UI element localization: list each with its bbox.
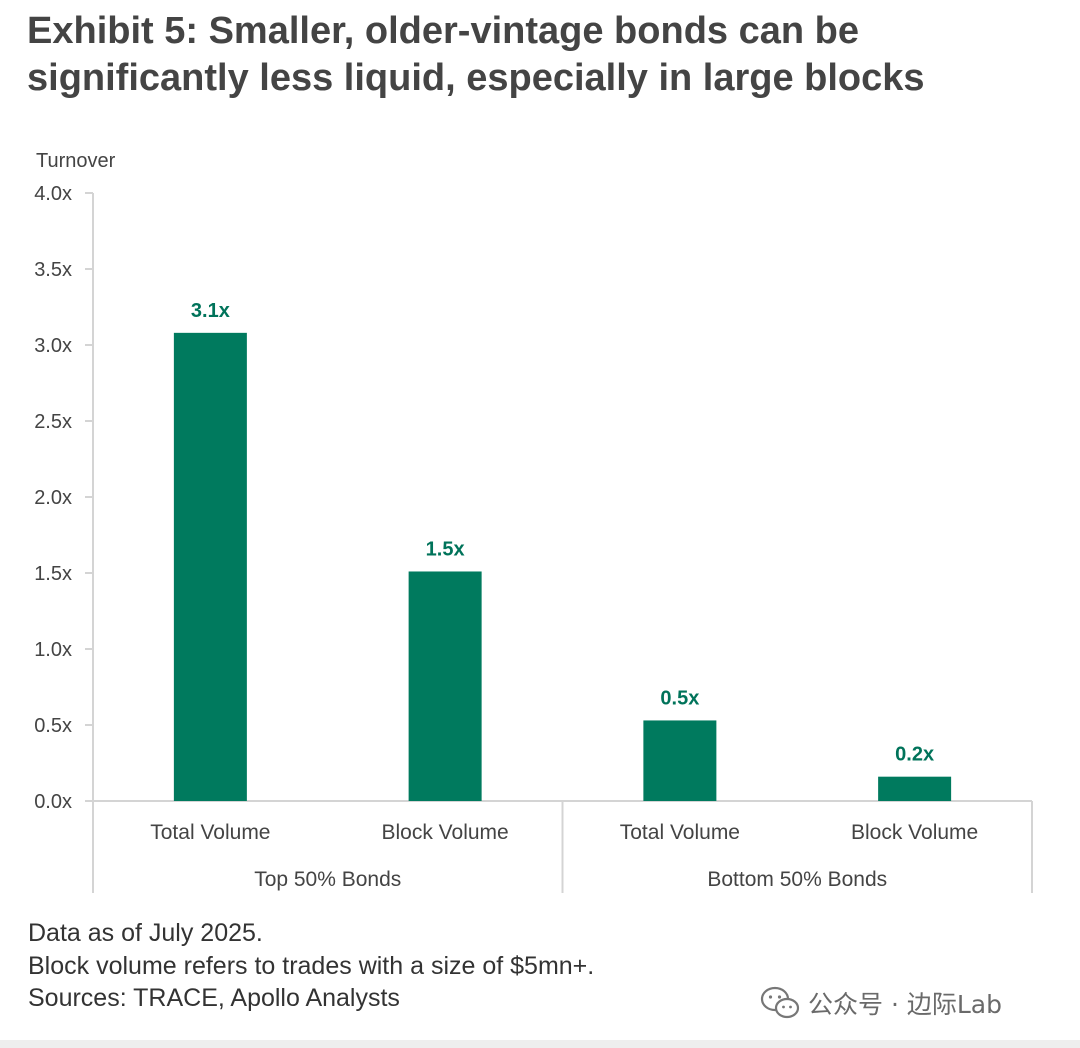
bar xyxy=(643,720,717,801)
y-tick-label: 2.0x xyxy=(34,487,72,509)
chart-title-line-1: Exhibit 5: Smaller, older-vintage bonds … xyxy=(27,10,859,52)
x-group-label: Bottom 50% Bonds xyxy=(707,868,887,891)
wechat-icon xyxy=(760,986,800,1019)
watermark: 公众号 · 边际Lab xyxy=(760,985,1002,1021)
x-category-label: Block Volume xyxy=(851,821,978,844)
y-tick-label: 0.5x xyxy=(34,715,72,737)
footnotes: Data as of July 2025. Block volume refer… xyxy=(28,917,594,1015)
bar xyxy=(878,776,952,801)
bar-value-label: 1.5x xyxy=(426,538,465,560)
x-category-label: Total Volume xyxy=(150,821,270,844)
x-group-label: Top 50% Bonds xyxy=(254,868,401,891)
bar xyxy=(408,571,482,801)
chart-title-line-2: significantly less liquid, especially in… xyxy=(27,57,925,99)
y-tick-label: 0.0x xyxy=(34,791,72,813)
chart-title: Exhibit 5: Smaller, older-vintage bonds … xyxy=(27,8,1067,102)
y-axis-label: Turnover xyxy=(36,150,116,172)
y-tick-label: 3.0x xyxy=(34,335,72,357)
note-data-date: Data as of July 2025. xyxy=(28,919,263,947)
y-tick-label: 1.5x xyxy=(34,563,72,585)
bar-value-label: 0.2x xyxy=(895,744,934,766)
y-tick-label: 4.0x xyxy=(34,183,72,205)
y-tick-label: 2.5x xyxy=(34,411,72,433)
note-sources: Sources: TRACE, Apollo Analysts xyxy=(28,984,400,1012)
bar-chart: Turnover 0.0x 0.5x 1.0x 1.5x 2.0x 2.5x 3.0x 3.5… xyxy=(34,150,1033,893)
plot-area: 0.0x 0.5x 1.0x 1.5x 2.0x 2.5x 3.0x 3.5x 4.0x 3.1x… xyxy=(34,183,1033,893)
y-tick-label: 1.0x xyxy=(34,639,72,661)
y-tick-label: 3.5x xyxy=(34,259,72,281)
bar-value-label: 0.5x xyxy=(660,687,699,709)
x-category-label: Total Volume xyxy=(620,821,740,844)
note-block-definition: Block volume refers to trades with a siz… xyxy=(28,951,595,980)
bottom-divider xyxy=(0,1040,1080,1048)
bar-value-label: 3.1x xyxy=(191,300,230,322)
bar xyxy=(173,332,247,801)
watermark-text: 公众号 · 边际Lab xyxy=(808,990,1002,1019)
x-category-label: Block Volume xyxy=(382,821,509,844)
